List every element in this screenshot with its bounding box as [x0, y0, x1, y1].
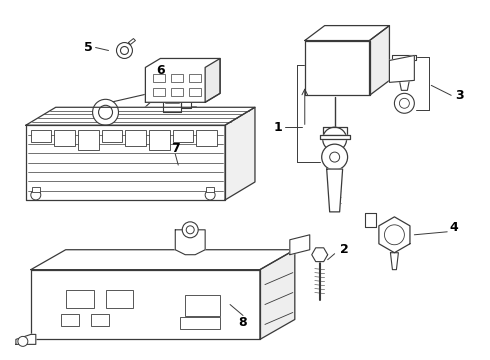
Polygon shape [31, 270, 260, 339]
Bar [196, 130, 217, 146]
Polygon shape [399, 80, 409, 90]
Polygon shape [31, 250, 295, 270]
Bar [102, 130, 122, 142]
Bar [54, 130, 75, 146]
Polygon shape [167, 86, 177, 94]
Bar [173, 130, 194, 142]
Polygon shape [365, 213, 376, 227]
Text: 6: 6 [156, 64, 165, 77]
Bar [189, 88, 201, 96]
Polygon shape [128, 39, 135, 45]
Polygon shape [305, 41, 369, 95]
Bar [185, 294, 220, 316]
Circle shape [18, 336, 28, 346]
Circle shape [182, 222, 198, 238]
Circle shape [121, 46, 128, 54]
Text: 5: 5 [84, 41, 93, 54]
Polygon shape [312, 248, 328, 262]
Circle shape [322, 144, 347, 170]
Polygon shape [396, 60, 413, 80]
Text: 7: 7 [171, 141, 180, 155]
Circle shape [93, 99, 119, 125]
Bar [149, 130, 170, 150]
Polygon shape [119, 45, 130, 55]
Bar [61, 315, 78, 327]
Circle shape [205, 190, 215, 200]
Polygon shape [379, 217, 410, 253]
Bar [31, 130, 51, 142]
Text: 4: 4 [450, 221, 459, 234]
Bar [91, 315, 108, 327]
Bar [78, 130, 99, 150]
Circle shape [117, 42, 132, 58]
Bar [153, 88, 165, 96]
Bar [125, 130, 146, 146]
Polygon shape [26, 107, 255, 125]
Circle shape [323, 127, 346, 151]
Polygon shape [205, 58, 220, 102]
Polygon shape [181, 98, 191, 108]
Bar [172, 88, 183, 96]
Text: 2: 2 [340, 243, 349, 256]
Polygon shape [146, 58, 220, 102]
Polygon shape [163, 94, 181, 112]
Circle shape [31, 190, 41, 200]
Polygon shape [327, 169, 343, 212]
Polygon shape [369, 26, 390, 95]
Bar [172, 75, 183, 82]
Polygon shape [391, 253, 398, 270]
Bar [206, 187, 214, 192]
Text: 8: 8 [239, 316, 247, 329]
Polygon shape [319, 135, 349, 139]
Polygon shape [392, 55, 416, 60]
Circle shape [330, 152, 340, 162]
Polygon shape [290, 235, 310, 255]
Polygon shape [390, 55, 415, 82]
Text: 1: 1 [273, 121, 282, 134]
Polygon shape [16, 334, 36, 345]
Bar [32, 187, 40, 192]
Polygon shape [323, 127, 346, 135]
Circle shape [385, 225, 404, 245]
Circle shape [186, 226, 194, 234]
Polygon shape [260, 250, 295, 339]
Circle shape [394, 93, 415, 113]
Polygon shape [26, 125, 225, 200]
Polygon shape [225, 107, 255, 200]
Polygon shape [305, 26, 390, 41]
Bar [153, 75, 165, 82]
Bar [105, 289, 133, 307]
Polygon shape [175, 230, 205, 255]
Bar [180, 318, 220, 329]
Text: 3: 3 [455, 89, 464, 102]
Bar [189, 75, 201, 82]
Circle shape [399, 98, 409, 108]
Bar [66, 289, 94, 307]
Circle shape [98, 105, 113, 119]
